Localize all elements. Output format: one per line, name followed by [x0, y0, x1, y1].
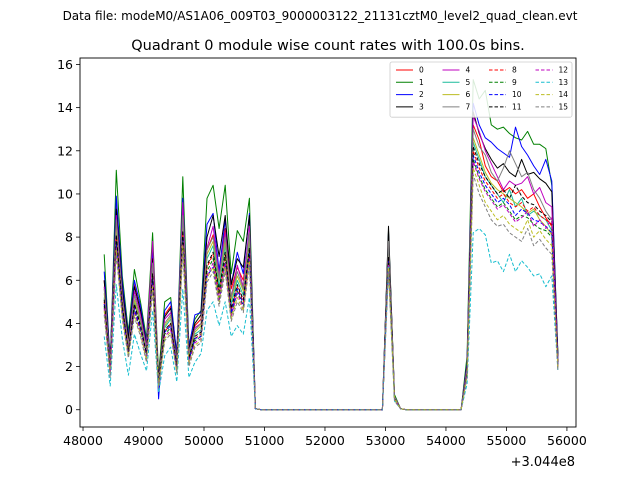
y-tick-label: 16: [57, 57, 73, 72]
x-tick-label: 56000: [547, 433, 587, 448]
y-tick-label: 10: [57, 186, 73, 201]
series-line-13: [103, 228, 559, 411]
series-line-15: [103, 174, 559, 411]
legend-label-11: 11: [512, 102, 522, 111]
y-tick-label: 6: [65, 273, 73, 288]
x-tick-label: 50000: [184, 433, 224, 448]
legend-label-9: 9: [512, 78, 517, 87]
legend-label-13: 13: [559, 78, 569, 87]
y-axis: 0 2 4 6 8 10 12 14 16: [57, 57, 80, 417]
y-tick-label: 2: [65, 359, 73, 374]
x-offset-label: +3.044e8: [511, 455, 575, 470]
legend-label-14: 14: [559, 90, 569, 99]
suptitle: Data file: modeM0/AS1A06_009T03_90000031…: [63, 9, 578, 23]
legend-label-12: 12: [559, 66, 569, 75]
x-tick-label: 52000: [305, 433, 345, 448]
axes-frame: [79, 57, 577, 428]
legend-label-4: 4: [466, 66, 471, 75]
legend-label-7: 7: [466, 102, 471, 111]
series-layer: [103, 79, 559, 411]
x-tick-label: 55000: [487, 433, 527, 448]
legend-label-6: 6: [466, 90, 471, 99]
chart-title: Quadrant 0 module wise count rates with …: [131, 38, 525, 54]
legend-label-8: 8: [512, 66, 517, 75]
legend-label-15: 15: [559, 102, 569, 111]
legend-label-1: 1: [419, 78, 424, 87]
x-tick-label: 49000: [124, 433, 164, 448]
x-tick-label: 51000: [245, 433, 285, 448]
y-tick-label: 0: [65, 402, 73, 417]
series-line-11: [103, 146, 559, 411]
y-tick-label: 14: [57, 100, 73, 115]
x-tick-label: 48000: [63, 433, 103, 448]
x-tick-label: 53000: [366, 433, 406, 448]
y-tick-label: 4: [65, 316, 73, 331]
x-tick-label: 54000: [426, 433, 466, 448]
x-axis: 48000 49000 50000 51000 52000 53000 54000 55000…: [63, 427, 587, 448]
legend-label-2: 2: [419, 90, 424, 99]
y-tick-label: 8: [65, 230, 73, 245]
legend-box: [389, 61, 573, 118]
legend-label-5: 5: [466, 78, 471, 87]
legend-label-0: 0: [419, 66, 424, 75]
legend-label-3: 3: [419, 102, 424, 111]
y-tick-label: 12: [57, 143, 73, 158]
legend-label-10: 10: [512, 90, 522, 99]
